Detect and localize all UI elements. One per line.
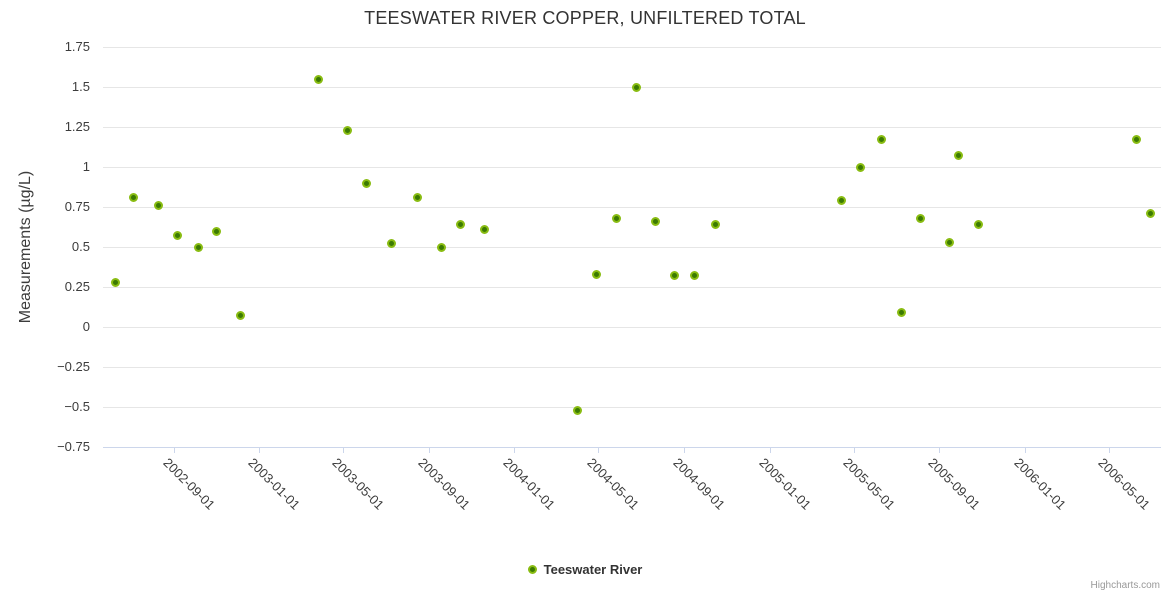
y-axis-tick-label: 0.25 [64, 279, 90, 294]
y-axis-tick-label: 1.5 [71, 79, 90, 94]
data-point[interactable] [916, 213, 926, 223]
y-axis-tick-label: −0.75 [57, 439, 90, 454]
data-point[interactable] [343, 125, 353, 135]
x-axis-tick [598, 448, 599, 453]
x-axis-tick-label: 2004-09-01 [670, 455, 729, 513]
x-axis-tick-label: 2005-09-01 [925, 455, 984, 513]
y-gridline [103, 127, 1161, 128]
x-axis-tick-label: 2004-05-01 [584, 455, 643, 513]
data-point[interactable] [173, 231, 183, 241]
y-axis-tick-label: 0.5 [71, 239, 90, 254]
x-axis-tick-label: 2003-09-01 [415, 455, 474, 513]
x-axis-tick-label: 2003-05-01 [329, 455, 388, 513]
data-point[interactable] [436, 242, 446, 252]
data-point[interactable] [612, 213, 622, 223]
x-axis-tick [514, 448, 515, 453]
y-axis-tick-label: 1 [82, 159, 90, 174]
x-axis-tick-label: 2004-01-01 [500, 455, 559, 513]
y-axis-tick-label: 1.25 [64, 119, 90, 134]
y-axis-tick-label: 1.75 [64, 39, 90, 54]
y-axis-tick-label: −0.5 [64, 399, 90, 414]
data-point[interactable] [591, 269, 601, 279]
data-point[interactable] [111, 277, 121, 287]
data-point[interactable] [236, 311, 246, 321]
data-point[interactable] [572, 405, 582, 415]
chart-title: TEESWATER RIVER COPPER, UNFILTERED TOTAL [364, 8, 806, 28]
x-axis-tick [939, 448, 940, 453]
data-point[interactable] [944, 237, 954, 247]
x-axis-tick [854, 448, 855, 453]
x-axis-tick [684, 448, 685, 453]
x-axis-tick [770, 448, 771, 453]
data-point[interactable] [480, 224, 490, 234]
data-point[interactable] [974, 220, 984, 230]
data-point[interactable] [128, 192, 138, 202]
data-point[interactable] [212, 226, 222, 236]
x-axis-tick-label: 2002-09-01 [160, 455, 219, 513]
data-point[interactable] [193, 242, 203, 252]
x-axis-tick [343, 448, 344, 453]
data-point[interactable] [632, 82, 642, 92]
x-axis-tick-label: 2003-01-01 [245, 455, 304, 513]
x-axis-tick [1025, 448, 1026, 453]
y-gridline [103, 407, 1161, 408]
data-point[interactable] [154, 200, 164, 210]
y-gridline [103, 87, 1161, 88]
data-point[interactable] [670, 271, 680, 281]
y-gridline [103, 287, 1161, 288]
data-point[interactable] [876, 135, 886, 145]
data-point[interactable] [897, 308, 907, 318]
y-gridline [103, 207, 1161, 208]
data-point[interactable] [387, 239, 397, 249]
y-gridline [103, 167, 1161, 168]
data-point[interactable] [313, 74, 323, 84]
legend-marker-icon [527, 565, 537, 574]
x-axis-line [103, 447, 1161, 448]
legend-label: Teeswater River [543, 562, 643, 577]
x-axis-tick-label: 2005-05-01 [840, 455, 899, 513]
data-point[interactable] [953, 151, 963, 161]
data-point[interactable] [412, 192, 422, 202]
y-axis-tick-label: 0 [82, 319, 90, 334]
data-point[interactable] [651, 216, 661, 226]
y-gridline [103, 327, 1161, 328]
data-point[interactable] [710, 220, 720, 230]
x-axis-tick [259, 448, 260, 453]
x-axis-tick [174, 448, 175, 453]
y-gridline [103, 367, 1161, 368]
data-point[interactable] [456, 220, 466, 230]
x-axis-tick [1109, 448, 1110, 453]
y-axis-tick-label: −0.25 [57, 359, 90, 374]
data-point[interactable] [690, 271, 700, 281]
y-gridline [103, 247, 1161, 248]
data-point[interactable] [361, 178, 371, 188]
data-point[interactable] [856, 162, 865, 172]
data-point[interactable] [837, 196, 847, 206]
legend-item-teeswater-river[interactable]: Teeswater River [0, 562, 1170, 577]
y-axis-tick-label: 0.75 [64, 199, 90, 214]
x-axis-tick-label: 2006-05-01 [1095, 455, 1154, 513]
data-point[interactable] [1146, 208, 1156, 218]
data-point[interactable] [1132, 135, 1142, 145]
highcharts-credits-link[interactable]: Highcharts.com [1090, 580, 1160, 591]
x-axis-tick [429, 448, 430, 453]
x-axis-tick-label: 2006-01-01 [1011, 455, 1070, 513]
y-gridline [103, 47, 1161, 48]
x-axis-tick-label: 2005-01-01 [756, 455, 815, 513]
